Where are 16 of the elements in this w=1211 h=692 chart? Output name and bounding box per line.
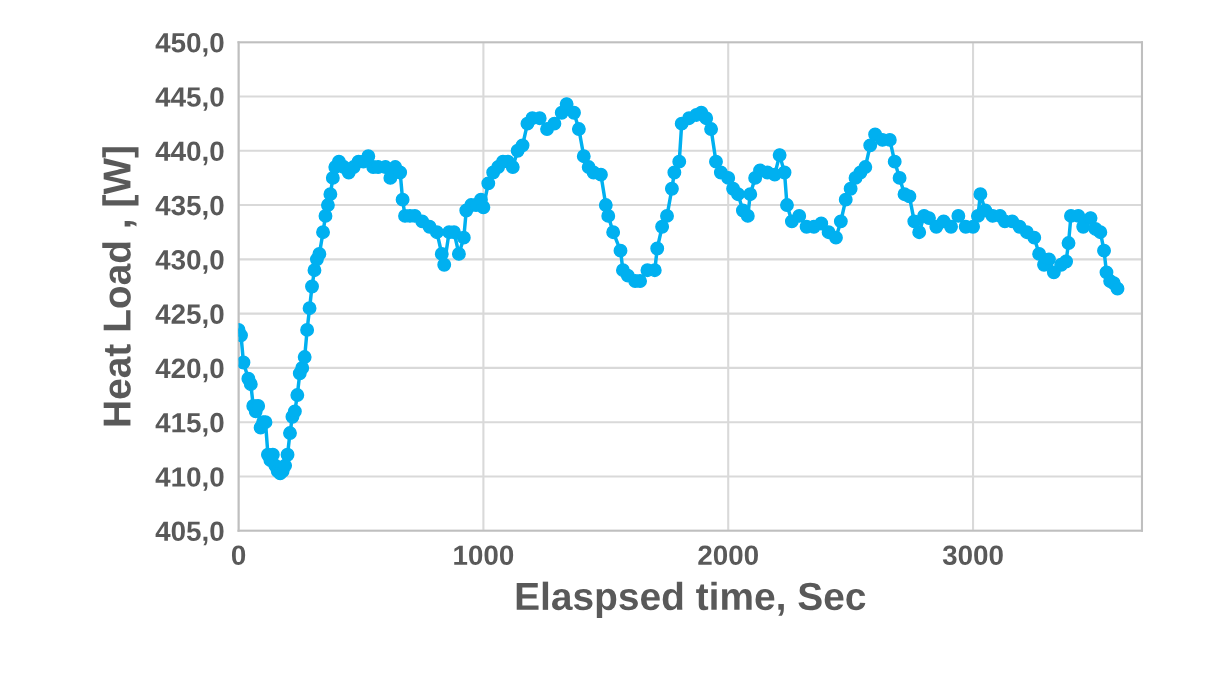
x-tick-label: 1000	[454, 545, 514, 566]
y-tick-label: 430,0	[155, 250, 224, 274]
y-tick-label: 435,0	[155, 195, 224, 220]
x-tick-label: 2000	[698, 545, 758, 566]
y-axis-title: Heat Load , [W]	[102, 147, 139, 426]
y-tick-label: 445,0	[155, 87, 224, 111]
x-tick-label: 0	[231, 545, 246, 566]
y-tick-label: 405,0	[155, 521, 224, 546]
y-tick-label: 440,0	[155, 141, 224, 166]
y-tick-label: 425,0	[155, 304, 224, 328]
y-tick-label: 450,0	[155, 32, 224, 57]
y-tick-label: 415,0	[155, 412, 224, 437]
y-tick-label: 410,0	[155, 467, 224, 491]
y-tick-label: 420,0	[155, 358, 224, 383]
x-tick-label: 3000	[942, 545, 1003, 566]
x-axis-title: Elaspsed time, Sec	[516, 581, 866, 618]
